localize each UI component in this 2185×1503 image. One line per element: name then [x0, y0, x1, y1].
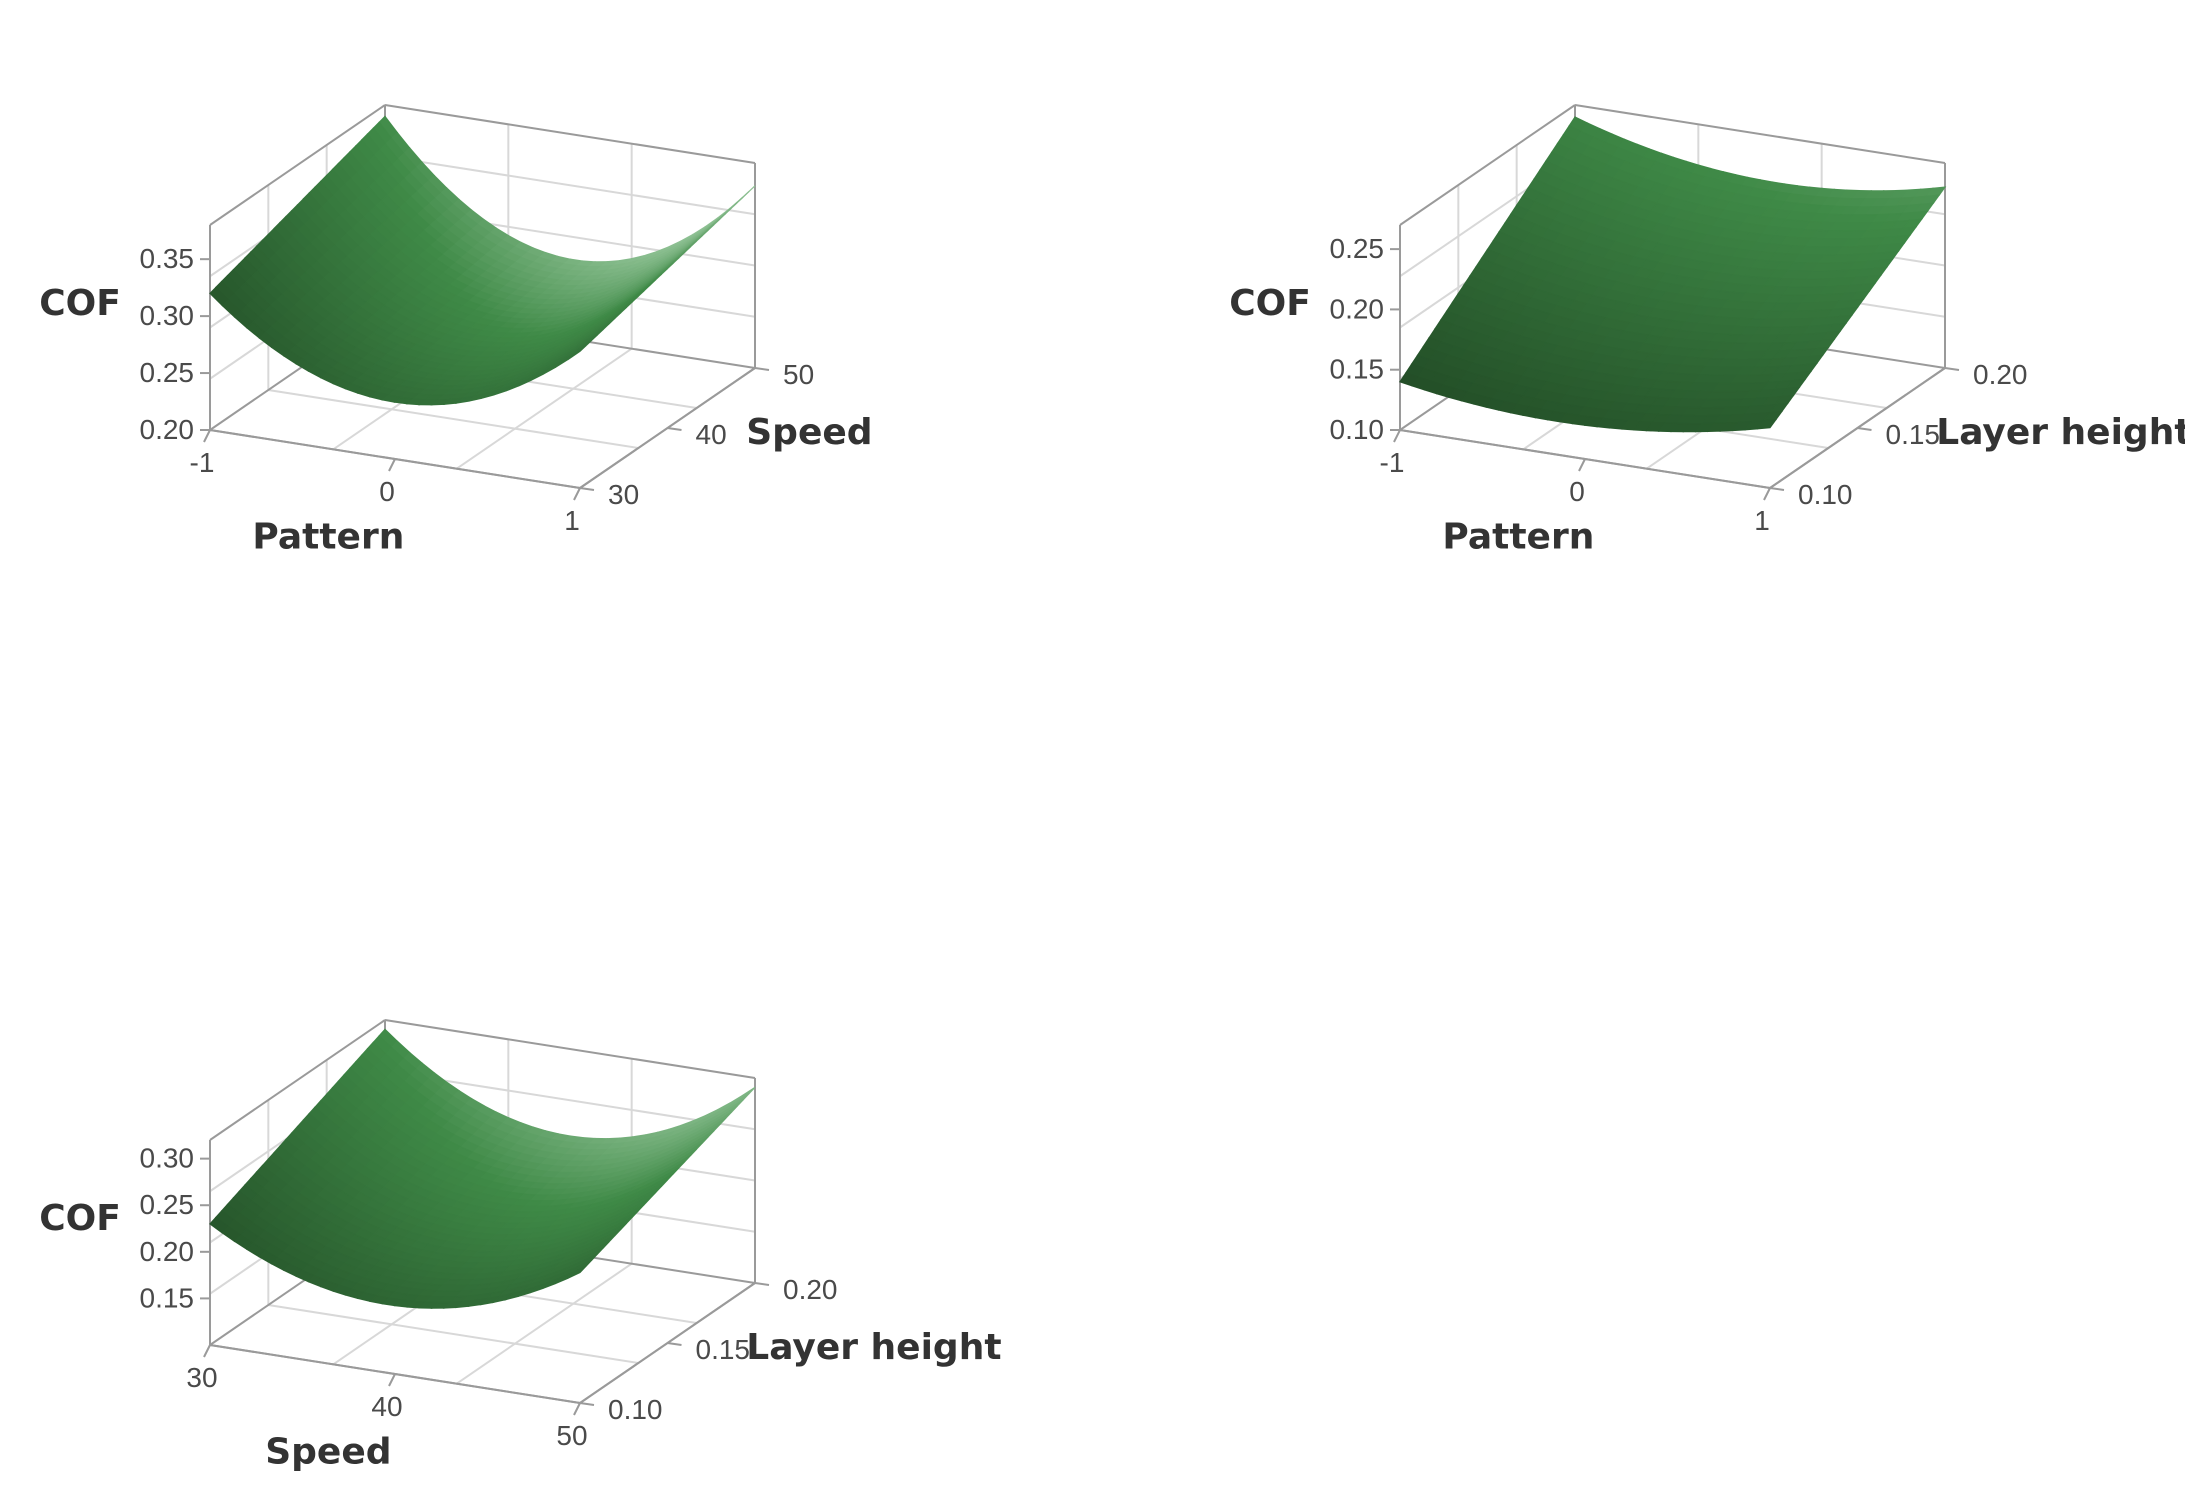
- floor-grid-line: [456, 1262, 633, 1385]
- box-edge: [209, 104, 386, 226]
- z-tick-label: 0.20: [140, 1236, 195, 1267]
- y-tick-mark: [579, 487, 595, 491]
- z-tick-label: 0.30: [140, 1143, 195, 1174]
- x-tick-mark: [203, 1344, 211, 1358]
- y-tick-label: 0.10: [1798, 479, 1853, 510]
- x-tick-mark: [203, 429, 211, 443]
- x-axis-label: Speed: [265, 1432, 391, 1473]
- x-tick-mark: [388, 458, 396, 472]
- x-axis-label: Pattern: [1442, 517, 1594, 558]
- floor-grid-line: [268, 1304, 639, 1364]
- x-tick-mark: [1763, 487, 1771, 501]
- surface-patch: [1756, 418, 1778, 430]
- z-axis-label: COF: [39, 1198, 121, 1239]
- x-tick-label: 1: [564, 505, 580, 536]
- response-surface: [209, 1028, 756, 1309]
- x-tick-label: 0: [379, 476, 395, 507]
- y-tick-label: 0.10: [608, 1394, 663, 1425]
- response-surface: [209, 115, 756, 406]
- z-tick-label: 0.15: [1330, 354, 1385, 385]
- x-axis-label: Pattern: [252, 517, 404, 558]
- z-tick-label: 0.15: [140, 1282, 195, 1313]
- surface-patch: [567, 345, 587, 361]
- z-axis-label: COF: [1229, 283, 1311, 324]
- x-tick-label: -1: [190, 447, 215, 478]
- box-edge: [384, 104, 756, 164]
- box-edge: [209, 1019, 386, 1141]
- box-edge: [1399, 104, 1576, 226]
- z-tick-label: 0.25: [140, 1189, 195, 1220]
- y-tick-mark: [667, 427, 682, 431]
- x-tick-mark: [573, 1402, 581, 1416]
- z-tick-label: 0.10: [1330, 414, 1385, 445]
- x-tick-label: 40: [371, 1391, 402, 1422]
- y-axis-label: Speed: [746, 412, 872, 453]
- y-tick-mark: [754, 367, 770, 371]
- y-tick-label: 30: [608, 479, 639, 510]
- x-tick-label: 50: [556, 1420, 587, 1451]
- box-edge: [1574, 104, 1946, 164]
- y-tick-mark: [754, 1282, 770, 1286]
- floor-grid-line: [456, 347, 633, 470]
- y-tick-mark: [579, 1402, 595, 1406]
- x-tick-label: 30: [186, 1362, 217, 1393]
- y-axis-label: Layer height: [1936, 412, 2185, 453]
- z-tick-label: 0.20: [1330, 293, 1385, 324]
- y-tick-label: 0.15: [696, 1334, 751, 1365]
- z-tick-label: 0.20: [140, 414, 195, 445]
- y-tick-mark: [1944, 367, 1960, 371]
- x-tick-label: -1: [1380, 447, 1405, 478]
- box-edge: [384, 1019, 756, 1079]
- surface-plot-2: 0.10 0.15 0.20 0.25 COF -1 0 1 Pattern 0.10 0.15 0.…: [1229, 104, 2185, 558]
- z-tick-label: 0.25: [140, 357, 195, 388]
- y-tick-label: 0.20: [1973, 359, 2028, 390]
- y-tick-label: 0.15: [1886, 419, 1941, 450]
- y-axis-label: Layer height: [746, 1327, 1001, 1368]
- z-tick-label: 0.25: [1330, 233, 1385, 264]
- x-tick-mark: [1578, 458, 1586, 472]
- x-tick-label: 0: [1569, 476, 1585, 507]
- x-tick-mark: [1393, 429, 1401, 443]
- response-surface: [1399, 116, 1947, 433]
- y-tick-mark: [1769, 487, 1785, 491]
- surface-plot-3: 0.15 0.20 0.25 0.30 COF 30 40 50 Speed 0.10 0.15 0.…: [39, 1019, 1002, 1473]
- z-tick-label: 0.30: [140, 300, 195, 331]
- x-tick-mark: [573, 487, 581, 501]
- y-tick-mark: [1857, 427, 1872, 431]
- y-tick-mark: [667, 1342, 682, 1346]
- y-tick-label: 40: [696, 419, 727, 450]
- z-tick-label: 0.35: [140, 243, 195, 274]
- floor-grid-line: [268, 389, 639, 449]
- y-tick-label: 0.20: [783, 1274, 838, 1305]
- x-tick-label: 1: [1754, 505, 1770, 536]
- y-tick-label: 50: [783, 359, 814, 390]
- z-axis-label: COF: [39, 283, 121, 324]
- x-tick-mark: [388, 1373, 396, 1387]
- surface-plot-1: 0.20 0.25 0.30 0.35 COF -1 0 1 Pattern 30 40 50 Spee…: [39, 104, 873, 558]
- surface-patch: [567, 1265, 587, 1279]
